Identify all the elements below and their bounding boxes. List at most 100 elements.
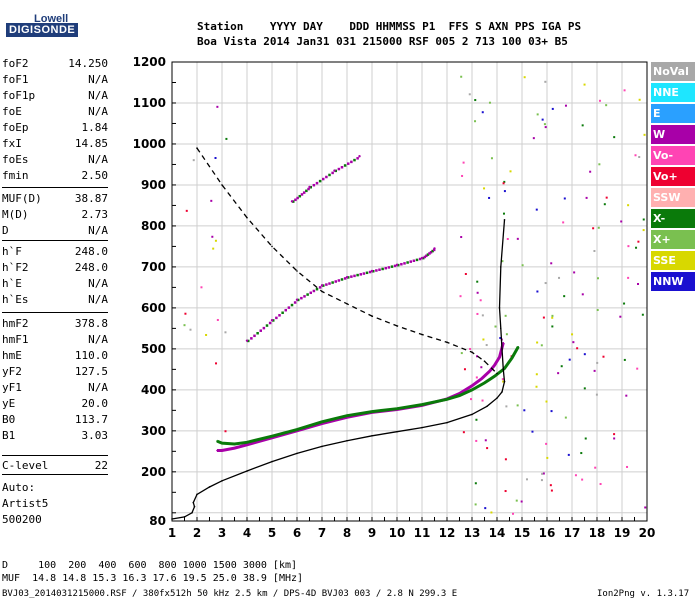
data-point <box>471 413 473 416</box>
noise-dot <box>501 260 504 263</box>
legend-item: SSW <box>651 188 695 207</box>
noise-dot <box>535 373 538 376</box>
data-point <box>358 155 361 158</box>
param-row: yF1 N/A <box>2 381 108 397</box>
noise-dot <box>525 478 528 481</box>
noise-dot <box>638 98 641 101</box>
x-tick-label: 6 <box>293 526 301 540</box>
footer-version: Ion2Png v. 1.3.17 <box>597 589 690 599</box>
param-value: 110.0 <box>74 349 108 362</box>
y-tick-label: 500 <box>141 342 166 356</box>
noise-dot <box>605 104 608 107</box>
series-multi_hop-dot <box>425 254 428 258</box>
noise-dot <box>543 123 546 126</box>
noise-dot <box>581 124 584 127</box>
noise-dot <box>544 282 547 285</box>
noise-dot <box>476 291 479 294</box>
series-multi_hop-dot <box>325 283 328 286</box>
param-row: hmE 110.0 <box>2 349 108 365</box>
data-point <box>196 147 198 149</box>
series-multi_hop-dot <box>378 268 381 271</box>
series-multi_hop-dot <box>328 282 331 285</box>
data-point <box>458 394 461 397</box>
x-tick-label: 3 <box>218 526 226 540</box>
data-point <box>290 200 294 203</box>
series-trace_x <box>216 346 520 446</box>
x-tick-label: 7 <box>318 526 326 540</box>
series-multi_hop-dot <box>300 296 303 300</box>
param-row: fxI 14.85 <box>2 137 108 153</box>
noise-dot <box>469 347 472 350</box>
data-point <box>295 298 299 301</box>
noise-dot <box>589 170 592 173</box>
noise-dot <box>536 341 539 344</box>
data-point <box>271 245 273 248</box>
noise-dot <box>564 104 567 107</box>
noise-dot <box>474 482 477 485</box>
noise-dots <box>183 75 647 515</box>
noise-dot <box>592 227 595 230</box>
y-tick-label: 700 <box>141 260 166 274</box>
series-multi_hop-dot <box>287 306 291 309</box>
legend-item: E <box>651 104 695 123</box>
x-tick-label: 19 <box>614 526 631 540</box>
param-value: N/A <box>88 224 108 237</box>
legend-item: NoVal <box>651 62 695 81</box>
noise-dot <box>544 126 547 129</box>
data-point <box>346 302 348 305</box>
param-value: 1.84 <box>81 121 109 134</box>
noise-dot <box>593 369 596 372</box>
data-point <box>320 284 324 287</box>
noise-dot <box>210 199 213 202</box>
param-row: M(D) 2.73 <box>2 208 108 224</box>
footer-distance-row: D 100 200 400 600 800 1000 1500 3000 [km… <box>2 560 298 571</box>
noise-dot <box>540 344 543 347</box>
noise-dot <box>627 245 630 248</box>
noise-dot <box>503 190 506 193</box>
data-point <box>345 275 349 279</box>
noise-dot <box>545 400 548 403</box>
noise-dot <box>463 368 466 371</box>
series-multi_hop-dot <box>350 275 353 278</box>
noise-dot <box>488 196 491 199</box>
data-point <box>483 360 486 362</box>
noise-dot <box>583 83 586 86</box>
noise-dot <box>460 352 463 355</box>
noise-dot <box>490 511 493 514</box>
data-point <box>221 480 223 482</box>
noise-dot <box>536 290 539 293</box>
noise-dot <box>573 271 576 274</box>
noise-dot <box>595 393 598 396</box>
series-multi_hop-dot <box>293 301 297 304</box>
param-label: hmF1 <box>2 333 29 346</box>
data-point <box>246 441 248 444</box>
y-tick-label: 600 <box>141 301 166 315</box>
noise-dot <box>627 276 630 279</box>
x-tick-label: 13 <box>464 526 481 540</box>
param-row: foF1p N/A <box>2 89 108 105</box>
series-multi_hop_2-dot <box>328 173 331 177</box>
param-value: 22 <box>94 459 108 472</box>
noise-dot <box>585 196 588 199</box>
noise-dot <box>225 137 228 140</box>
noise-dot <box>598 99 601 102</box>
noise-dot <box>476 355 479 358</box>
noise-dot <box>598 163 601 166</box>
data-point <box>501 391 503 393</box>
series-multi_hop-dot <box>415 258 419 262</box>
series-multi_hop-dot <box>347 276 350 279</box>
noise-dot <box>462 161 465 164</box>
noise-dot <box>541 118 544 121</box>
param-row: C-level 22 <box>2 459 108 475</box>
data-point <box>346 439 348 442</box>
noise-dot <box>523 409 526 412</box>
noise-dot <box>583 387 586 390</box>
noise-dot <box>541 472 544 475</box>
noise-dot <box>613 437 616 440</box>
noise-dot <box>580 452 583 455</box>
param-value: 2.73 <box>81 208 109 221</box>
param-value: N/A <box>88 293 108 306</box>
noise-dot <box>551 314 554 317</box>
param-label: fmin <box>2 169 29 182</box>
noise-dot <box>474 99 477 102</box>
